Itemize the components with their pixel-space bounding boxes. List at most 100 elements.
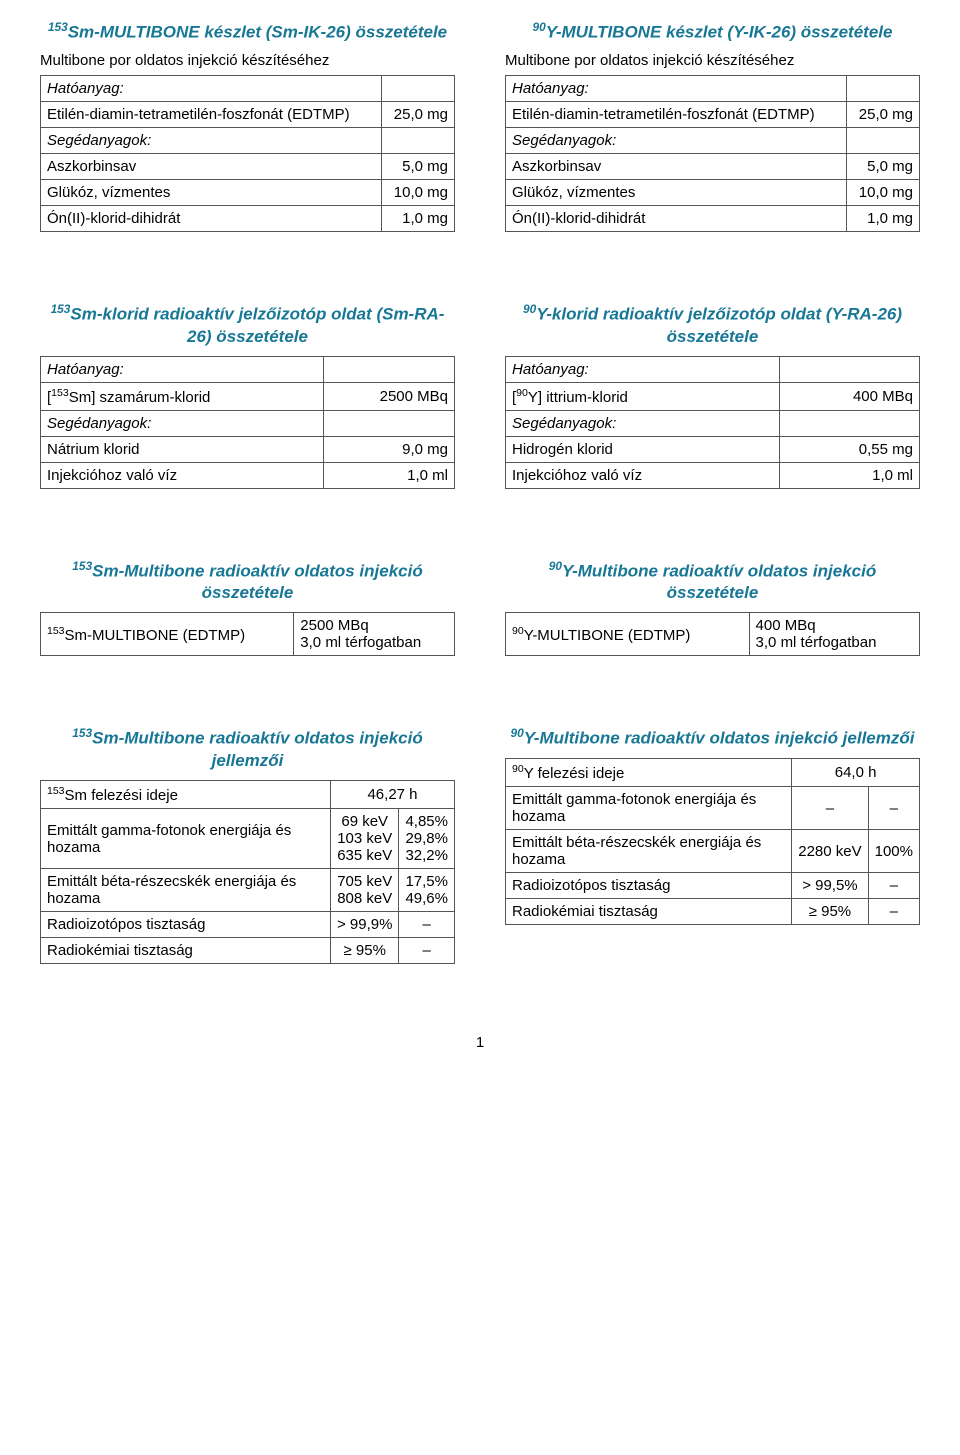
y-props-table: 90Y felezési ideje64,0 hEmittált gamma-f… — [505, 758, 920, 925]
sm-chloride-table: Hatóanyag:[153Sm] szamárum-klorid2500 MB… — [40, 356, 455, 489]
table-cell: 25,0 mg — [382, 101, 455, 127]
table-row: Segédanyagok: — [41, 127, 455, 153]
injection-row: 153Sm-Multibone radioaktív oldatos injek… — [40, 559, 920, 657]
kit-row: 153Sm-MULTIBONE készlet (Sm-IK-26) össze… — [40, 20, 920, 232]
table-cell: – — [868, 873, 919, 899]
table-row: Hidrogén klorid0,55 mg — [506, 436, 920, 462]
table-row: Etilén-diamin-tetrametilén-foszfonát (ED… — [41, 101, 455, 127]
table-cell — [780, 410, 920, 436]
table-cell: 705 keV808 keV — [330, 869, 398, 912]
table-cell: 153Sm-MULTIBONE (EDTMP) — [41, 613, 294, 656]
table-cell: 2500 MBq3,0 ml térfogatban — [294, 613, 455, 656]
table-cell: Hatóanyag: — [506, 75, 847, 101]
table-cell: Emittált gamma-fotonok energiája és hoza… — [506, 787, 792, 830]
table-cell — [324, 356, 455, 382]
table-cell: Radiokémiai tisztaság — [506, 899, 792, 925]
y-kit-table: Hatóanyag:Etilén-diamin-tetrametilén-fos… — [505, 75, 920, 232]
table-cell: [153Sm] szamárum-klorid — [41, 382, 324, 410]
table-row: Segédanyagok: — [506, 410, 920, 436]
table-cell: Injekcióhoz való víz — [41, 462, 324, 488]
table-cell: 400 MBq3,0 ml térfogatban — [749, 613, 919, 656]
table-row: Emittált béta-részecskék energiája és ho… — [506, 830, 920, 873]
sm-kit-title: 153Sm-MULTIBONE készlet (Sm-IK-26) össze… — [40, 20, 455, 44]
table-cell: 69 keV103 keV635 keV — [330, 809, 398, 869]
table-cell: Aszkorbinsav — [41, 153, 382, 179]
table-cell: Segédanyagok: — [506, 410, 780, 436]
y-inj-block: 90Y-Multibone radioaktív oldatos injekci… — [505, 559, 920, 657]
table-cell: 46,27 h — [330, 781, 454, 809]
table-cell: 10,0 mg — [847, 179, 920, 205]
table-row: Radiokémiai tisztaság≥ 95%– — [41, 938, 455, 964]
table-cell: > 99,5% — [792, 873, 868, 899]
table-cell: 1,0 mg — [847, 205, 920, 231]
y-inj-table: 90Y-MULTIBONE (EDTMP)400 MBq3,0 ml térfo… — [505, 612, 920, 656]
table-cell: Segédanyagok: — [41, 127, 382, 153]
table-cell: Hatóanyag: — [506, 356, 780, 382]
table-cell: 64,0 h — [792, 759, 920, 787]
y-props-title: 90Y-Multibone radioaktív oldatos injekci… — [505, 726, 920, 750]
table-cell: Nátrium klorid — [41, 436, 324, 462]
table-cell — [847, 127, 920, 153]
table-row: Radiokémiai tisztaság≥ 95%– — [506, 899, 920, 925]
table-cell: Etilén-diamin-tetrametilén-foszfonát (ED… — [41, 101, 382, 127]
sm-inj-table: 153Sm-MULTIBONE (EDTMP)2500 MBq3,0 ml té… — [40, 612, 455, 656]
table-row: 153Sm-MULTIBONE (EDTMP)2500 MBq3,0 ml té… — [41, 613, 455, 656]
table-row: Radioizotópos tisztaság> 99,9%– — [41, 912, 455, 938]
table-row: Radioizotópos tisztaság> 99,5%– — [506, 873, 920, 899]
table-cell: 10,0 mg — [382, 179, 455, 205]
table-cell: 25,0 mg — [847, 101, 920, 127]
table-cell — [847, 75, 920, 101]
y-kit-sub: Multibone por oldatos injekció készítésé… — [505, 52, 920, 69]
table-cell: Glükóz, vízmentes — [41, 179, 382, 205]
table-cell: 2500 MBq — [324, 382, 455, 410]
table-cell: Etilén-diamin-tetrametilén-foszfonát (ED… — [506, 101, 847, 127]
props-row: 153Sm-Multibone radioaktív oldatos injek… — [40, 726, 920, 964]
table-cell: 9,0 mg — [324, 436, 455, 462]
table-cell: – — [868, 899, 919, 925]
table-row: Segédanyagok: — [41, 410, 455, 436]
table-cell: 0,55 mg — [780, 436, 920, 462]
table-cell: Hatóanyag: — [41, 75, 382, 101]
table-cell: Emittált gamma-fotonok energiája és hoza… — [41, 809, 331, 869]
table-row: [153Sm] szamárum-klorid2500 MBq — [41, 382, 455, 410]
table-cell: Emittált béta-részecskék energiája és ho… — [506, 830, 792, 873]
table-cell: 153Sm felezési ideje — [41, 781, 331, 809]
table-cell: Hidrogén klorid — [506, 436, 780, 462]
table-cell: 2280 keV — [792, 830, 868, 873]
table-row: Segédanyagok: — [506, 127, 920, 153]
table-row: Hatóanyag: — [41, 356, 455, 382]
page-number: 1 — [40, 1034, 920, 1051]
sm-props-title: 153Sm-Multibone radioaktív oldatos injek… — [40, 726, 455, 772]
table-row: 153Sm felezési ideje46,27 h — [41, 781, 455, 809]
table-cell: Segédanyagok: — [506, 127, 847, 153]
table-row: Injekcióhoz való víz1,0 ml — [41, 462, 455, 488]
table-cell — [780, 356, 920, 382]
sm-inj-block: 153Sm-Multibone radioaktív oldatos injek… — [40, 559, 455, 657]
table-cell: 1,0 ml — [780, 462, 920, 488]
table-cell: Aszkorbinsav — [506, 153, 847, 179]
table-cell: 17,5%49,6% — [399, 869, 455, 912]
table-cell: Radioizotópos tisztaság — [506, 873, 792, 899]
sm-kit-table: Hatóanyag:Etilén-diamin-tetrametilén-fos… — [40, 75, 455, 232]
table-cell: Radioizotópos tisztaság — [41, 912, 331, 938]
table-cell: [90Y] ittrium-klorid — [506, 382, 780, 410]
table-cell — [382, 127, 455, 153]
table-row: [90Y] ittrium-klorid400 MBq — [506, 382, 920, 410]
table-row: Aszkorbinsav5,0 mg — [506, 153, 920, 179]
table-cell: Glükóz, vízmentes — [506, 179, 847, 205]
sm-inj-title: 153Sm-Multibone radioaktív oldatos injek… — [40, 559, 455, 605]
table-cell: Radiokémiai tisztaság — [41, 938, 331, 964]
table-cell — [324, 410, 455, 436]
y-props-block: 90Y-Multibone radioaktív oldatos injekci… — [505, 726, 920, 964]
table-row: Nátrium klorid9,0 mg — [41, 436, 455, 462]
sm-chloride-title: 153Sm-klorid radioaktív jelzőizotóp olda… — [40, 302, 455, 348]
sm-kit-sub: Multibone por oldatos injekció készítésé… — [40, 52, 455, 69]
table-cell: – — [792, 787, 868, 830]
table-cell: ≥ 95% — [792, 899, 868, 925]
table-cell: ≥ 95% — [330, 938, 398, 964]
sm-props-block: 153Sm-Multibone radioaktív oldatos injek… — [40, 726, 455, 964]
table-row: Hatóanyag: — [506, 356, 920, 382]
table-cell: Hatóanyag: — [41, 356, 324, 382]
table-cell: Injekcióhoz való víz — [506, 462, 780, 488]
table-cell: 5,0 mg — [382, 153, 455, 179]
